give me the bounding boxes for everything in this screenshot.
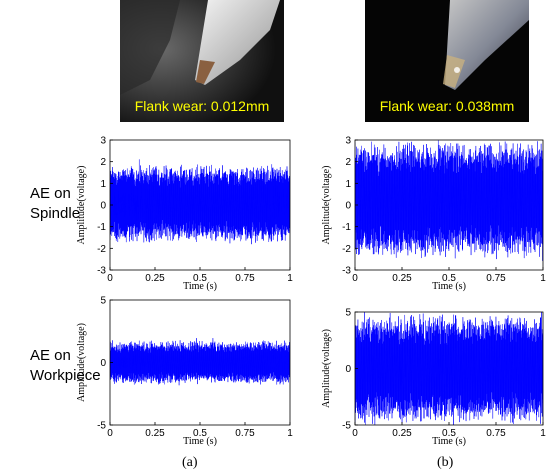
flank-wear-caption-b: Flank wear: 0.038mm — [379, 98, 515, 114]
signal-series-b-spindle — [355, 140, 543, 261]
x-tick-label: 1 — [287, 428, 293, 439]
y-tick-label: 0 — [100, 201, 106, 212]
subfigure-label-b: (b) — [437, 455, 454, 470]
y-tick-label: 3 — [100, 136, 106, 147]
x-tick-label: 0.5 — [193, 273, 207, 284]
x-axis-label: Time (s) — [432, 281, 466, 292]
y-tick-label: -1 — [342, 222, 351, 233]
y-tick-label: 1 — [345, 179, 351, 190]
tool-image-a — [120, 0, 284, 122]
x-tick-label: 1 — [540, 428, 546, 439]
y-tick-label: -3 — [97, 266, 106, 277]
row-label-spindle-line2: Spindle — [30, 205, 81, 222]
y-tick-label: 2 — [100, 157, 106, 168]
x-axis-label: Time (s) — [183, 436, 217, 447]
y-tick-label: -5 — [342, 421, 351, 432]
x-tick-label: 0.75 — [235, 428, 255, 439]
x-tick-label: 0.5 — [442, 273, 456, 284]
y-axis-label: Amplitude(voltage) — [76, 323, 87, 402]
y-tick-label: 3 — [345, 136, 351, 147]
x-tick-label: 0.25 — [145, 428, 165, 439]
x-tick-label: 0.25 — [145, 273, 165, 284]
tool-photo-a: Flank wear: 0.012mm — [120, 0, 284, 122]
y-tick-label: -2 — [97, 244, 106, 255]
x-tick-label: 0 — [107, 273, 113, 284]
y-tick-label: 5 — [100, 296, 106, 307]
y-tick-label: 0 — [100, 358, 106, 369]
x-tick-label: 0.75 — [486, 428, 506, 439]
y-tick-label: -3 — [342, 266, 351, 277]
y-tick-label: -5 — [97, 421, 106, 432]
x-tick-label: 1 — [540, 273, 546, 284]
y-tick-label: 0 — [345, 364, 351, 375]
x-axis-label: Time (s) — [183, 281, 217, 292]
y-tick-label: 1 — [100, 179, 106, 190]
x-tick-label: 0.25 — [392, 273, 412, 284]
signal-series-a-workpiece — [110, 338, 290, 386]
x-axis-label: Time (s) — [432, 436, 466, 447]
y-tick-label: 2 — [345, 157, 351, 168]
tool-photo-b: Flank wear: 0.038mm — [365, 0, 529, 122]
x-tick-label: 0 — [352, 273, 358, 284]
row-label-workpiece-line2: Workpiece — [30, 367, 101, 384]
x-tick-label: 0.75 — [235, 273, 255, 284]
subfigure-label-a: (a) — [182, 455, 198, 470]
row-label-spindle: AE on Spindle — [30, 184, 80, 224]
y-axis-label: Amplitude(voltage) — [321, 329, 332, 408]
y-tick-label: -1 — [97, 222, 106, 233]
y-axis-label: Amplitude(voltage) — [76, 166, 87, 245]
row-label-workpiece: AE on Workpiece — [30, 346, 101, 386]
signal-series-b-workpiece — [355, 312, 543, 425]
x-tick-label: 0 — [107, 428, 113, 439]
x-tick-label: 1 — [287, 273, 293, 284]
x-tick-label: 0 — [352, 428, 358, 439]
y-tick-label: 0 — [345, 201, 351, 212]
x-tick-label: 0.5 — [193, 428, 207, 439]
signal-series-a-spindle — [110, 159, 290, 245]
row-label-workpiece-line1: AE on — [30, 347, 71, 364]
tool-image-b — [365, 0, 529, 122]
x-tick-label: 0.75 — [486, 273, 506, 284]
y-tick-label: 5 — [345, 308, 351, 319]
x-tick-label: 0.5 — [442, 428, 456, 439]
flank-wear-caption-a: Flank wear: 0.012mm — [134, 98, 270, 114]
y-tick-label: -2 — [342, 244, 351, 255]
y-axis-label: Amplitude(voltage) — [321, 166, 332, 245]
row-label-spindle-line1: AE on — [30, 185, 71, 202]
x-tick-label: 0.25 — [392, 428, 412, 439]
